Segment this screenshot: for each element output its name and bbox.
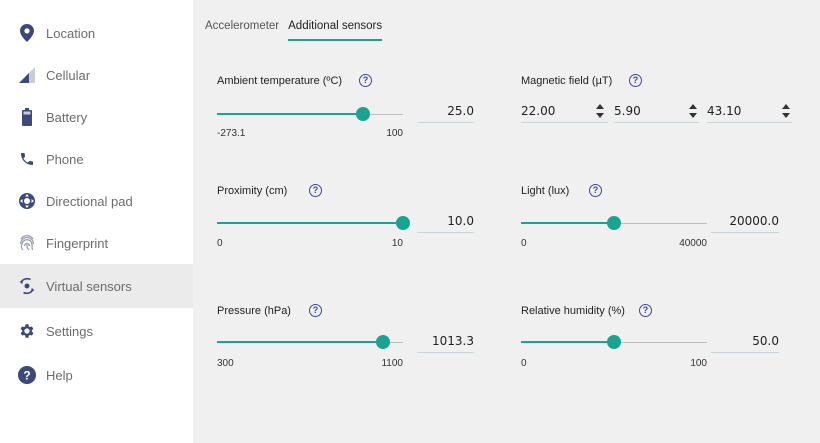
humidity-slider-thumb[interactable] (607, 335, 621, 349)
ambient-slider-fill (217, 113, 364, 115)
fingerprint-icon (18, 234, 36, 252)
pressure-min-label: 300 (217, 358, 234, 369)
sidebar-item-label: Help (46, 367, 73, 383)
signal-icon (18, 66, 36, 84)
ambient-temperature-label: Ambient temperature (ºC) (217, 75, 343, 87)
sidebar: Location Cellular Battery Phone Directio… (0, 0, 193, 443)
ambient-value-field[interactable]: 25.0 (418, 104, 474, 123)
magnetic-y-spinner-icon[interactable] (689, 103, 697, 119)
proximity-help-icon[interactable]: ? (309, 184, 322, 197)
sidebar-item-virtual-sensors[interactable]: Virtual sensors (0, 264, 193, 308)
sidebar-item-label: Battery (46, 109, 88, 125)
proximity-slider-thumb[interactable] (396, 216, 410, 230)
main-panel: Accelerometer Additional sensors Ambient… (193, 0, 820, 443)
help-icon: ? (18, 366, 36, 384)
magnetic-y-field[interactable]: 5.90 (614, 104, 699, 123)
ambient-slider-thumb[interactable] (356, 107, 371, 121)
battery-icon (18, 108, 36, 126)
sidebar-item-battery[interactable]: Battery (0, 96, 193, 138)
dpad-icon (18, 192, 36, 210)
light-max-label: 40000 (679, 238, 707, 249)
pressure-help-icon[interactable]: ? (309, 304, 322, 317)
pressure-slider-fill (217, 341, 383, 343)
tab-accelerometer[interactable]: Accelerometer (205, 20, 280, 32)
pressure-label: Pressure (hPa) (217, 305, 291, 317)
sidebar-item-cellular[interactable]: Cellular (0, 54, 193, 96)
sidebar-item-label: Settings (46, 323, 93, 339)
pressure-value-field[interactable]: 1013.3 (418, 334, 474, 353)
phone-icon (18, 150, 36, 168)
sidebar-item-label: Fingerprint (46, 235, 109, 251)
tab-bar: Accelerometer Additional sensors (205, 18, 391, 41)
ambient-max-label: 100 (386, 128, 403, 139)
humidity-label: Relative humidity (%) (521, 305, 625, 317)
proximity-slider-fill (217, 222, 403, 224)
sidebar-item-phone[interactable]: Phone (0, 138, 193, 180)
humidity-help-icon[interactable]: ? (639, 304, 652, 317)
magnetic-z-spinner-icon[interactable] (782, 103, 790, 119)
light-slider-fill (521, 222, 614, 224)
sidebar-item-fingerprint[interactable]: Fingerprint (0, 222, 193, 264)
pressure-max-label: 1100 (381, 358, 403, 369)
sidebar-item-label: Location (46, 25, 96, 41)
sidebar-item-label: Virtual sensors (46, 278, 132, 294)
humidity-min-label: 0 (521, 358, 527, 369)
ambient-min-label: -273.1 (217, 128, 246, 139)
light-value-field[interactable]: 20000.0 (711, 214, 779, 233)
proximity-max-label: 10 (391, 238, 403, 249)
light-slider-thumb[interactable] (607, 216, 621, 230)
gear-icon (18, 322, 36, 340)
proximity-label: Proximity (cm) (217, 185, 288, 197)
pressure-slider-thumb[interactable] (375, 335, 390, 349)
light-min-label: 0 (521, 238, 527, 249)
ambient-temperature-help-icon[interactable]: ? (359, 74, 372, 87)
sidebar-item-settings[interactable]: Settings (0, 310, 193, 352)
proximity-min-label: 0 (217, 238, 223, 249)
light-help-icon[interactable]: ? (589, 184, 602, 197)
magnetic-x-field[interactable]: 22.00 (521, 104, 608, 123)
location-pin-icon (18, 24, 36, 42)
magnetic-field-label: Magnetic field (µT) (521, 75, 613, 87)
light-label: Light (lux) (521, 185, 570, 197)
humidity-value-field[interactable]: 50.0 (711, 334, 779, 353)
sidebar-item-directional-pad[interactable]: Directional pad (0, 180, 193, 222)
magnetic-field-help-icon[interactable]: ? (629, 74, 642, 87)
magnetic-x-spinner-icon[interactable] (596, 103, 604, 119)
magnetic-z-field[interactable]: 43.10 (707, 104, 792, 123)
humidity-slider-fill (521, 341, 614, 343)
proximity-value-field[interactable]: 10.0 (418, 214, 474, 233)
tab-additional-sensors[interactable]: Additional sensors (288, 18, 383, 41)
sidebar-item-label: Directional pad (46, 193, 133, 209)
sidebar-item-location[interactable]: Location (0, 12, 193, 54)
sidebar-item-label: Cellular (46, 67, 91, 83)
svg-text:?: ? (23, 369, 30, 383)
humidity-max-label: 100 (690, 358, 707, 369)
sidebar-item-help[interactable]: ? Help (0, 354, 193, 396)
sidebar-item-label: Phone (46, 151, 84, 167)
rotation-icon (18, 277, 36, 295)
